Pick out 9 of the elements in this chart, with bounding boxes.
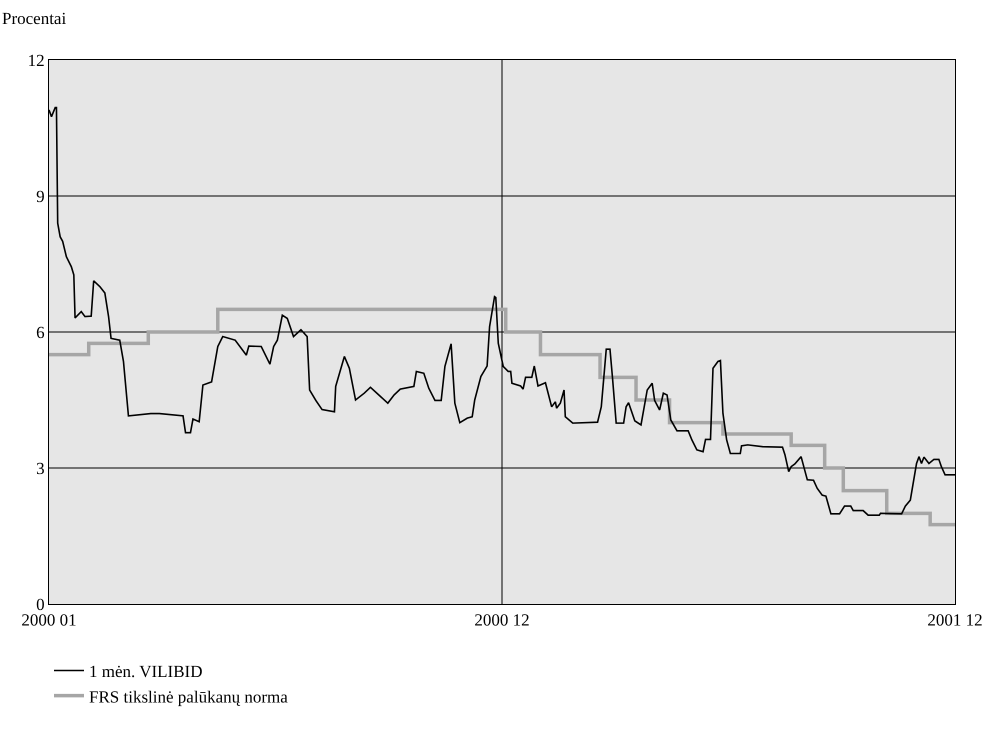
x-tick-label: 2001 12 — [927, 610, 983, 630]
x-tick-label: 2000 12 — [474, 610, 530, 630]
legend-label: FRS tikslinė palūkanų norma — [89, 687, 288, 706]
y-axis-title: Procentai — [2, 9, 66, 28]
legend-label: 1 mėn. VILIBID — [89, 662, 202, 682]
y-tick-label: 3 — [36, 458, 45, 478]
y-tick-label: 12 — [28, 50, 45, 70]
y-tick-label: 9 — [36, 186, 45, 206]
y-tick-label: 6 — [36, 322, 45, 342]
